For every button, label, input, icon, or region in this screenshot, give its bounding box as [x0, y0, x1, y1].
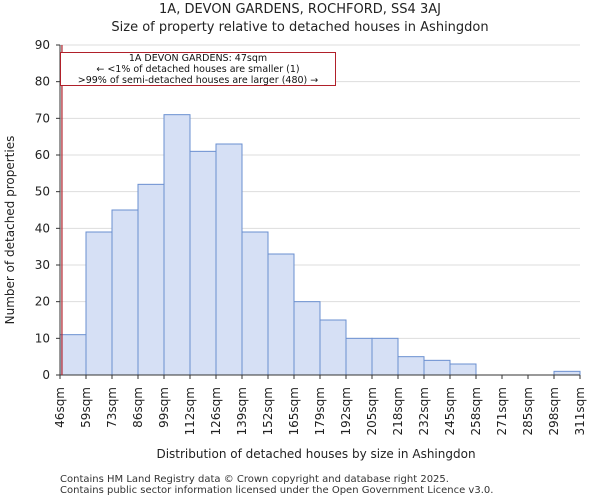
x-tick-label-139sqm: 139sqm: [235, 387, 249, 435]
bar-179sqm: [319, 319, 347, 376]
bar-73sqm: [111, 209, 139, 376]
x-tick-label-152sqm: 152sqm: [261, 387, 275, 435]
x-tick-label-245sqm: 245sqm: [443, 387, 457, 435]
footer-licence: Contains public sector information licen…: [60, 485, 494, 496]
x-tick-label-205sqm: 205sqm: [365, 387, 379, 435]
annotation-line-2: ← <1% of detached houses are smaller (1): [96, 64, 300, 75]
x-tick-label-112sqm: 112sqm: [183, 387, 197, 435]
y-tick-label-90: 90: [35, 38, 50, 52]
x-tick-label-179sqm: 179sqm: [313, 387, 327, 435]
y-tick-label-20: 20: [35, 295, 50, 309]
x-tick-label-126sqm: 126sqm: [209, 387, 223, 435]
x-tick-label-73sqm: 73sqm: [105, 387, 119, 428]
bar-86sqm: [137, 183, 165, 376]
bar-152sqm: [267, 253, 295, 376]
y-tick-label-10: 10: [35, 331, 50, 345]
x-tick-label-165sqm: 165sqm: [287, 387, 301, 435]
chart-title: Size of property relative to detached ho…: [111, 20, 489, 35]
y-tick-label-40: 40: [35, 221, 50, 235]
y-tick-label-60: 60: [35, 148, 50, 162]
x-tick-label-311sqm: 311sqm: [573, 387, 587, 435]
y-tick-label-30: 30: [35, 258, 50, 272]
y-tick-label-70: 70: [35, 111, 50, 125]
bar-112sqm: [189, 150, 217, 376]
annotation-line-1: 1A DEVON GARDENS: 47sqm: [128, 53, 268, 64]
x-tick-label-258sqm: 258sqm: [469, 387, 483, 435]
chart-title-address: 1A, DEVON GARDENS, ROCHFORD, SS4 3AJ: [159, 2, 441, 17]
bar-205sqm: [371, 337, 399, 376]
bar-165sqm: [293, 301, 321, 376]
y-tick-label-0: 0: [42, 368, 50, 382]
y-tick-label-50: 50: [35, 185, 50, 199]
footer-copyright: Contains HM Land Registry data © Crown c…: [60, 474, 449, 485]
y-tick-label-80: 80: [35, 75, 50, 89]
bar-192sqm: [345, 337, 373, 376]
bar-59sqm: [85, 231, 113, 376]
x-tick-label-59sqm: 59sqm: [79, 387, 93, 428]
y-axis-title: Number of detached properties: [3, 136, 17, 325]
x-tick-label-99sqm: 99sqm: [157, 387, 171, 428]
x-tick-label-192sqm: 192sqm: [339, 387, 353, 435]
x-tick-label-298sqm: 298sqm: [547, 387, 561, 435]
x-axis-title: Distribution of detached houses by size …: [156, 447, 475, 461]
bar-245sqm: [449, 363, 477, 376]
bar-232sqm: [423, 359, 451, 376]
bar-46sqm: [59, 334, 87, 376]
x-tick-label-86sqm: 86sqm: [131, 387, 145, 428]
bar-139sqm: [241, 231, 269, 376]
x-tick-label-46sqm: 46sqm: [53, 387, 67, 428]
annotation-line-3: >99% of semi-detached houses are larger …: [77, 75, 319, 86]
x-tick-label-285sqm: 285sqm: [521, 387, 535, 435]
x-tick-label-218sqm: 218sqm: [391, 387, 405, 435]
x-tick-label-271sqm: 271sqm: [495, 387, 509, 435]
bar-126sqm: [215, 143, 243, 376]
x-tick-label-232sqm: 232sqm: [417, 387, 431, 435]
annotation-box: 1A DEVON GARDENS: 47sqm ← <1% of detache…: [60, 52, 336, 86]
bar-99sqm: [163, 114, 191, 376]
bar-218sqm: [397, 356, 425, 376]
bar-298sqm: [553, 370, 581, 376]
